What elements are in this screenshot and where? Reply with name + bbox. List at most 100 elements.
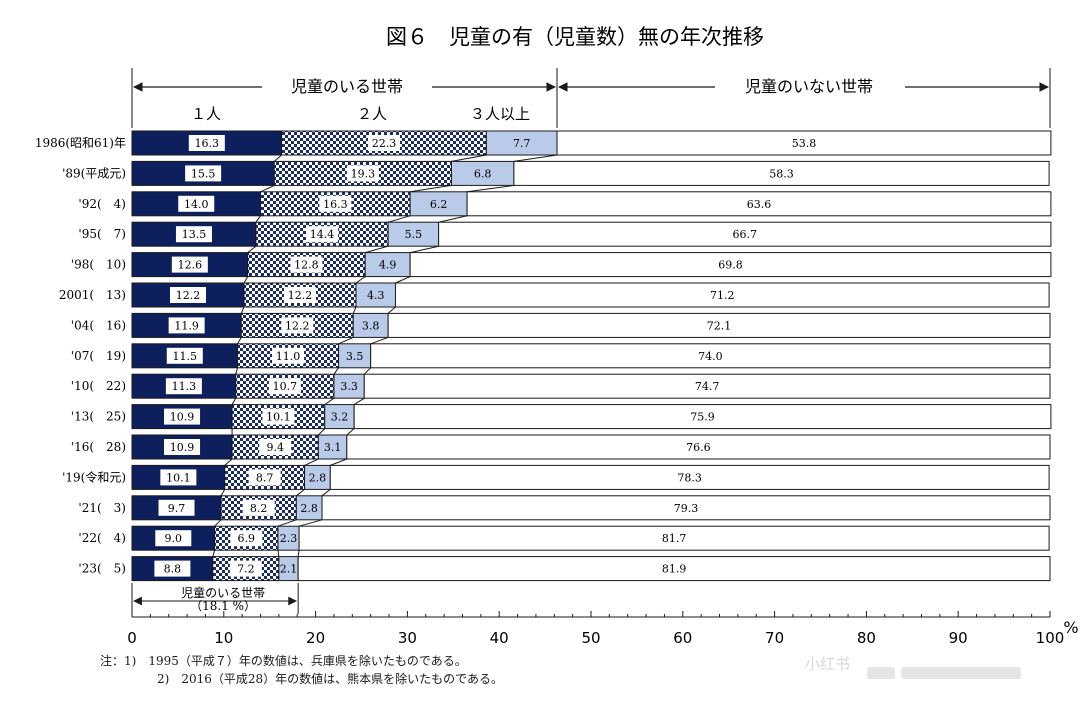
row-label: '21( 3) [78, 501, 126, 515]
data-label-two-children: 9.4 [266, 441, 284, 454]
bar-no-children [321, 495, 1051, 521]
data-label-no-children: 81.7 [662, 532, 687, 545]
col-label-three-plus: ３人以上 [470, 105, 530, 123]
data-label-two-children-box [248, 469, 281, 486]
data-label-two-children-box [367, 135, 400, 151]
bar-row: '07( 19) [71, 343, 1051, 369]
data-label-two-children: 19.3 [351, 167, 376, 180]
connector-line [240, 306, 245, 314]
data-label-one-child: 15.5 [191, 167, 216, 180]
data-label-two-children-box [230, 530, 263, 547]
data-label-one-child: 13.5 [182, 228, 207, 241]
data-label-two-children-box [242, 499, 275, 516]
data-label-two-children: 11.0 [276, 350, 301, 363]
data-label-one-child-box [158, 499, 195, 516]
connector-line [387, 306, 396, 314]
connector-line [304, 458, 319, 466]
x-tick-label: 30 [398, 629, 417, 647]
bar-row: '23( 5) [78, 556, 1051, 582]
data-label-three-plus: 3.1 [324, 441, 342, 454]
annotation-label: 児童のいる世帯 [181, 585, 265, 600]
connector-line [333, 367, 339, 375]
row-label: '04( 16) [71, 318, 126, 332]
row-label: '07( 19) [71, 349, 126, 363]
connector-line [212, 550, 216, 557]
data-label-three-plus: 5.5 [405, 228, 423, 241]
header-with-children: 児童のいる世帯 [291, 77, 403, 96]
data-label-three-plus: 4.3 [367, 289, 385, 302]
connector-line [235, 367, 239, 375]
data-label-two-children: 12.2 [285, 319, 310, 332]
data-label-one-child-box [165, 378, 202, 395]
data-label-one-child-box [168, 317, 205, 334]
connector-line [273, 154, 282, 162]
data-label-three-plus: 4.9 [379, 259, 397, 272]
watermark-block [901, 667, 1021, 679]
data-label-two-children-box [259, 439, 292, 455]
watermark-text: 小红书 [805, 655, 851, 673]
bar-three-plus [333, 373, 365, 399]
data-label-one-child: 9.7 [168, 502, 186, 515]
connector-line [355, 276, 366, 284]
connector-line [410, 184, 452, 193]
connector-line [346, 428, 355, 436]
bar-no-children [298, 525, 1050, 551]
data-label-one-child-box [166, 347, 203, 364]
connector-line [237, 337, 242, 345]
data-label-two-children: 22.3 [372, 137, 397, 150]
connector-line [214, 519, 222, 527]
data-label-no-children: 78.3 [677, 471, 702, 484]
connector-line [297, 550, 300, 557]
data-label-one-child-box [164, 439, 201, 455]
footnote-1: 注：1) 1995（平成７）年の数値は、兵庫県を除いたものである。 [100, 654, 467, 668]
bar-row: '98( 10) [71, 252, 1052, 278]
header-layer: 児童のいる世帯 児童のいない世帯 １人 ２人 ３人以上 [131, 68, 1051, 128]
bar-row: '21( 3) [78, 495, 1051, 521]
bar-row: '92( 4) [78, 191, 1052, 217]
bar-no-children [353, 404, 1052, 430]
connector-line [353, 397, 365, 406]
data-label-three-plus: 2.3 [280, 532, 298, 545]
data-label-three-plus: 3.8 [362, 319, 380, 332]
col-label-two-children: ２人 [357, 105, 387, 123]
data-label-one-child-box [185, 165, 222, 182]
row-label: '10( 22) [71, 379, 126, 393]
bar-no-children [363, 373, 1051, 399]
data-label-one-child: 12.2 [176, 289, 201, 302]
x-tick-label: 60 [673, 629, 692, 647]
connector-line [324, 397, 335, 406]
bar-row: 1986(昭和61)年 [35, 130, 1052, 156]
bar-three-plus [450, 160, 515, 186]
data-label-two-children: 8.2 [250, 502, 268, 515]
bar-three-plus [324, 404, 355, 430]
data-label-no-children: 74.7 [695, 380, 720, 393]
data-label-no-children: 72.1 [707, 319, 732, 332]
data-label-two-children: 7.2 [237, 563, 255, 576]
data-label-two-children-box [262, 408, 295, 425]
data-label-two-children-box [290, 256, 323, 273]
data-label-two-children-box [306, 226, 339, 243]
bar-no-children [387, 312, 1051, 338]
bar-no-children [556, 130, 1052, 156]
annotation-value: （18.1 %） [190, 599, 256, 613]
data-label-one-child-box [171, 256, 208, 273]
footnote-2: 2) 2016（平成28）年の数値は、熊本県を除いたものである。 [157, 672, 504, 686]
connector-line [220, 489, 226, 497]
connector-line [247, 245, 257, 253]
data-label-one-child-box [178, 195, 215, 212]
x-axis: 0 10 20 30 40 50 60 70 80 90 100% [127, 611, 1079, 647]
bar-three-plus [485, 130, 558, 156]
data-label-one-child-box [154, 560, 191, 577]
data-label-no-children: 79.3 [674, 502, 699, 515]
bar-row: 2001( 13) [59, 282, 1050, 308]
connector-line [277, 519, 297, 527]
connector-line [365, 245, 389, 254]
bar-row: '04( 16) [71, 312, 1051, 338]
data-label-one-child: 9.0 [165, 532, 183, 545]
connector-line [255, 215, 261, 223]
data-label-two-children-box [281, 317, 314, 334]
data-label-two-children-box [229, 560, 262, 577]
data-label-one-child-box [188, 135, 225, 151]
row-label: '13( 25) [71, 410, 126, 424]
row-label: 2001( 13) [59, 288, 126, 302]
